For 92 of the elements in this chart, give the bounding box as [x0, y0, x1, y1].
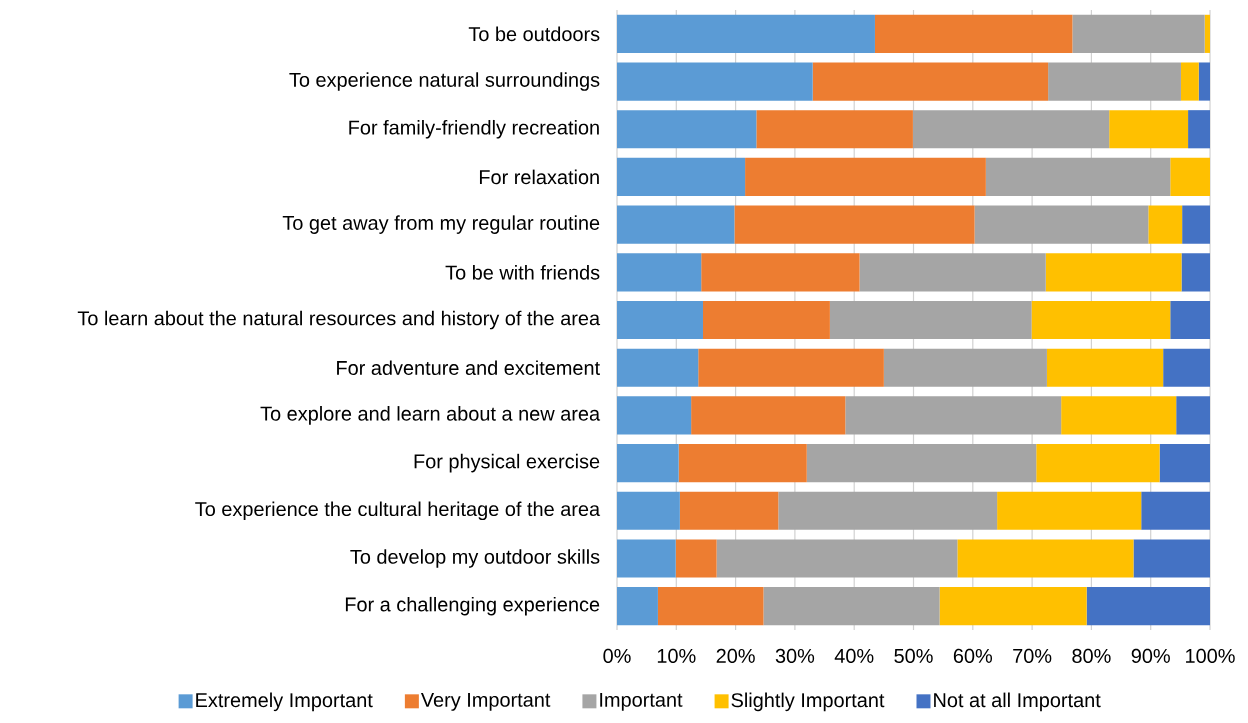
bar	[1204, 14, 1211, 53]
bar	[845, 396, 1062, 435]
y-tick-label: For adventure and excitement	[337, 360, 600, 376]
legend-label: Very Important	[420, 692, 551, 711]
legend-label: Extremely Important	[196, 692, 373, 712]
bar	[617, 253, 702, 292]
y-tick-label: To explore and learn about a new area	[260, 406, 601, 425]
y-tick-label: For relaxation	[479, 169, 599, 185]
y-tick-label: To experience natural surroundings	[289, 72, 600, 91]
bar	[734, 205, 975, 244]
bar	[617, 14, 875, 53]
bar	[778, 491, 998, 530]
y-tick-label: To be outdoors	[468, 26, 600, 42]
bar	[678, 444, 807, 483]
bar	[1072, 14, 1205, 53]
x-tick-label: 60%	[953, 648, 993, 663]
bar	[701, 253, 860, 292]
bar	[617, 205, 735, 244]
bar	[617, 444, 679, 483]
bar	[745, 157, 986, 197]
bar	[1141, 491, 1211, 530]
bar	[829, 300, 1032, 340]
bar	[617, 491, 680, 530]
bar	[617, 157, 746, 197]
bar	[617, 62, 813, 101]
bar	[812, 62, 1049, 101]
bar	[716, 539, 958, 578]
bar	[883, 348, 1047, 387]
bar	[1182, 205, 1211, 244]
bar	[1086, 587, 1211, 626]
bar	[1198, 62, 1211, 101]
bar	[1188, 110, 1211, 149]
bar	[1148, 205, 1183, 244]
y-tick-label: To experience the cultural heritage of the area	[195, 501, 601, 521]
bar	[617, 300, 703, 340]
bar	[1170, 300, 1211, 340]
bar	[691, 396, 846, 435]
x-tick-label: 10%	[657, 648, 696, 663]
bar	[679, 491, 779, 530]
bar	[1046, 348, 1164, 387]
legend-label: Slightly Important	[731, 692, 885, 712]
y-tick-label: For family-friendly recreation	[349, 119, 599, 139]
bar	[1163, 348, 1211, 387]
bar	[1045, 253, 1182, 292]
bar	[912, 110, 1110, 149]
x-tick-label: 70%	[1013, 648, 1052, 663]
bar	[617, 396, 692, 435]
bar	[985, 157, 1171, 197]
bar	[997, 491, 1142, 530]
bar	[657, 587, 764, 626]
bar	[957, 539, 1134, 578]
x-tick-label: 40%	[834, 648, 874, 663]
bar	[1048, 62, 1181, 101]
y-tick-label: To develop my outdoor skills	[350, 549, 600, 568]
y-tick-label: To be with friends	[445, 265, 600, 280]
bar	[763, 587, 940, 626]
bar	[1181, 253, 1211, 292]
bar	[1180, 62, 1199, 101]
bar	[1036, 444, 1160, 483]
bar	[939, 587, 1087, 626]
bar	[806, 444, 1037, 483]
bar	[1170, 157, 1211, 197]
x-tick-label: 90%	[1131, 648, 1170, 663]
bar	[1031, 300, 1171, 340]
x-tick-label: 100%	[1186, 648, 1235, 663]
bar	[974, 205, 1149, 244]
bar	[756, 110, 913, 149]
bar	[617, 348, 699, 387]
y-tick-label: To learn about the natural resources and history of the area	[77, 310, 601, 330]
bar	[617, 110, 757, 149]
legend-label: Important	[600, 692, 683, 711]
bar	[1133, 539, 1211, 578]
x-tick-label: 30%	[775, 648, 815, 663]
y-tick-label: To get away from my regular routine	[282, 215, 600, 234]
bar	[698, 348, 884, 387]
bar	[874, 14, 1073, 53]
x-tick-label: 20%	[716, 648, 755, 663]
y-tick-label: For a challenging experience	[345, 596, 600, 616]
x-tick-label: 50%	[894, 648, 933, 663]
bar	[859, 253, 1046, 292]
y-tick-label: For physical exercise	[414, 453, 600, 473]
legend-label: Not at all Important	[934, 692, 1101, 712]
bar	[1176, 396, 1211, 435]
bar	[702, 300, 830, 340]
bar	[1109, 110, 1189, 149]
bar	[617, 587, 658, 626]
bar	[675, 539, 717, 578]
bar	[1159, 444, 1211, 483]
bar	[1061, 396, 1177, 435]
x-tick-label: 0%	[603, 648, 631, 663]
x-tick-label: 80%	[1072, 648, 1111, 663]
bar	[617, 539, 676, 578]
